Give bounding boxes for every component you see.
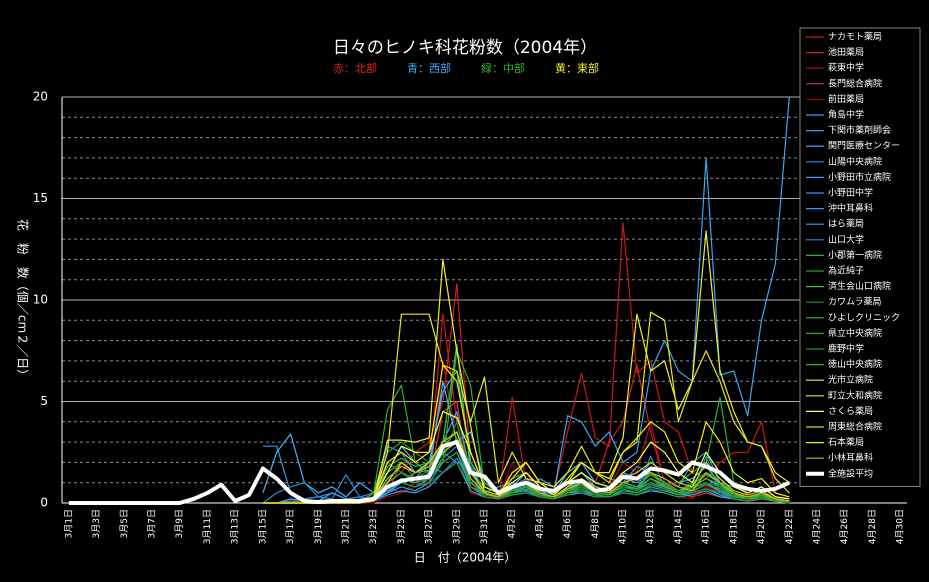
y-tick-label: 0 xyxy=(40,496,48,510)
x-axis-label: 日 付（2004年） xyxy=(414,551,517,565)
x-tick-label: 3月9日 xyxy=(174,509,185,538)
legend-label: 小野田中学 xyxy=(828,187,873,199)
legend-label: 光市立病院 xyxy=(828,374,873,386)
y-tick-label: 15 xyxy=(33,191,48,205)
legend-label: 済生会山口病院 xyxy=(828,280,891,292)
x-tick-label: 3月17日 xyxy=(285,509,296,544)
x-tick-label: 4月28日 xyxy=(867,509,878,544)
x-tick-label: 4月30日 xyxy=(895,509,906,544)
legend-label: さくら薬局 xyxy=(828,405,873,417)
x-tick-label: 4月14日 xyxy=(673,509,684,544)
region-note: 赤：北部 xyxy=(333,61,377,75)
y-tick-label: 20 xyxy=(33,90,48,104)
x-tick-label: 4月22日 xyxy=(784,509,795,544)
x-tick-label: 3月31日 xyxy=(479,509,490,544)
x-tick-label: 3月25日 xyxy=(396,509,407,544)
legend-label: 池田薬局 xyxy=(828,46,864,58)
legend-label: 県立中央病院 xyxy=(828,327,882,339)
legend: ナカモト薬局池田薬局萩東中学長門総合病院前田薬局角島中学下関市薬剤師会関門医療セ… xyxy=(799,27,921,487)
y-axis-label: 花 粉 数（個／cm２／日） xyxy=(16,219,31,381)
legend-box xyxy=(799,27,921,487)
legend-label: 沖中耳鼻科 xyxy=(828,202,873,214)
legend-label: 長門総合病院 xyxy=(828,77,882,89)
x-tick-label: 3月29日 xyxy=(451,509,462,544)
x-tick-label: 3月15日 xyxy=(257,509,268,544)
region-note: 黄：東部 xyxy=(555,61,599,75)
x-tick-label: 4月18日 xyxy=(728,509,739,544)
region-note: 緑：中部 xyxy=(481,61,525,75)
x-tick-label: 4月16日 xyxy=(701,509,712,544)
legend-label: 全施設平均 xyxy=(828,467,873,479)
series-line xyxy=(68,440,791,505)
region-note: 青：西部 xyxy=(407,61,451,75)
legend-label: ひよしクリニック xyxy=(828,312,900,323)
legend-label: 関門医療センター xyxy=(828,140,900,152)
x-tick-label: 4月4日 xyxy=(534,509,545,538)
legend-label: 山陽中央病院 xyxy=(828,155,882,167)
x-tick-label: 4月12日 xyxy=(645,509,656,544)
x-tick-label: 3月23日 xyxy=(368,509,379,544)
legend-label: 小郡第一病院 xyxy=(828,249,882,261)
legend-label: 鹿野中学 xyxy=(828,343,864,355)
legend-label: 徳山中央病院 xyxy=(828,358,882,370)
y-tick-label: 10 xyxy=(33,293,48,307)
x-tick-label: 4月24日 xyxy=(811,509,822,544)
legend-label: 前田薬局 xyxy=(828,93,864,105)
x-tick-label: 4月2日 xyxy=(507,509,518,538)
legend-label: 町立大和病院 xyxy=(828,389,882,401)
legend-label: ナカモト薬局 xyxy=(828,31,882,43)
x-tick-label: 4月6日 xyxy=(562,509,573,538)
x-tick-label: 3月13日 xyxy=(230,509,241,544)
chart-title: 日々のヒノキ科花粉数（2004年） xyxy=(333,38,597,58)
legend-label: 萩東中学 xyxy=(828,62,864,74)
series-line xyxy=(262,400,790,504)
x-tick-label: 4月8日 xyxy=(590,509,601,538)
legend-label: 下関市薬剤師会 xyxy=(828,124,891,136)
x-tick-label: 4月10日 xyxy=(618,509,629,544)
x-tick-label: 4月20日 xyxy=(756,509,767,544)
legend-label: カワムラ薬局 xyxy=(828,296,882,308)
legend-label: 周東総合病院 xyxy=(828,421,882,433)
y-tick-label: 5 xyxy=(40,394,48,408)
legend-label: 小野田市立病院 xyxy=(828,171,891,183)
x-tick-label: 3月7日 xyxy=(147,509,158,538)
x-tick-label: 3月1日 xyxy=(63,509,74,538)
x-tick-label: 3月11日 xyxy=(202,509,213,544)
legend-label: 石本薬局 xyxy=(828,436,864,448)
x-tick-label: 3月5日 xyxy=(119,509,130,538)
legend-label: はら薬局 xyxy=(828,218,864,230)
legend-label: 角島中学 xyxy=(828,109,864,121)
legend-label: 小林耳鼻科 xyxy=(828,452,873,464)
x-tick-label: 3月27日 xyxy=(424,509,435,544)
legend-label: 山口大学 xyxy=(828,233,864,245)
x-tick-label: 4月26日 xyxy=(839,509,850,544)
x-tick-label: 3月3日 xyxy=(91,509,102,538)
x-tick-label: 3月21日 xyxy=(340,509,351,544)
x-tick-label: 3月19日 xyxy=(313,509,324,544)
legend-label: 為近純子 xyxy=(828,265,864,277)
